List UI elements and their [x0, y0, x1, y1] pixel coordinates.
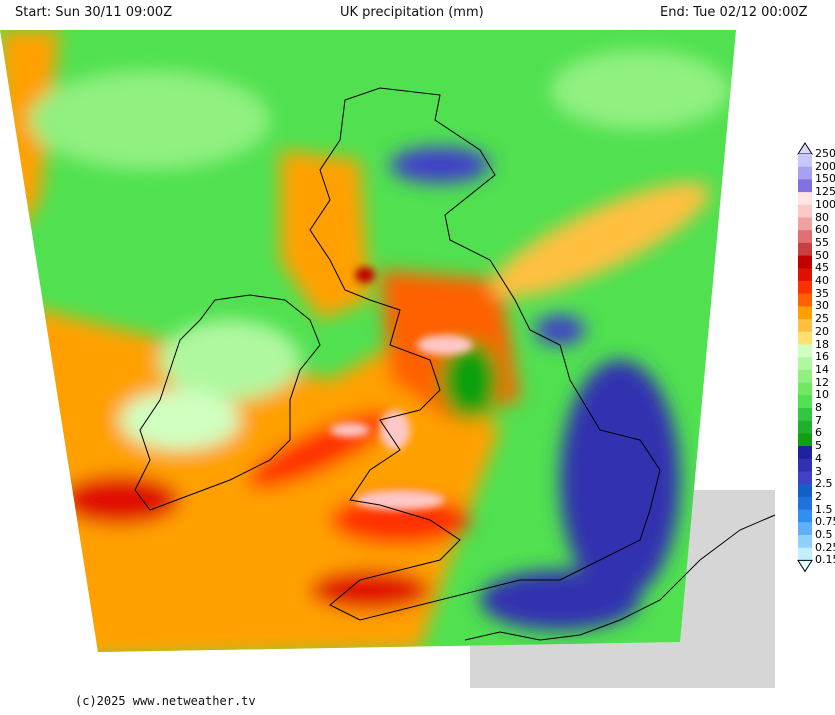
- legend-swatch: [798, 306, 812, 320]
- legend-label: 4: [815, 451, 822, 465]
- legend-label: 100: [815, 197, 835, 211]
- legend-label: 55: [815, 235, 829, 249]
- legend-label: 40: [815, 274, 829, 287]
- legend-swatch: [798, 522, 812, 536]
- legend-swatch: [798, 496, 812, 511]
- legend-min-arrow: [797, 559, 813, 573]
- legend-label: 12: [815, 375, 829, 389]
- legend-swatch: [798, 230, 812, 244]
- legend-label: 80: [815, 210, 829, 224]
- end-time: End: Tue 02/12 00:00Z: [660, 5, 808, 20]
- legend-swatch: [798, 369, 812, 384]
- legend-swatch: [798, 395, 812, 409]
- legend-swatch: [798, 471, 812, 485]
- legend-label: 5: [815, 439, 822, 453]
- legend-label: 1.5: [815, 502, 833, 516]
- legend-swatch: [798, 535, 812, 549]
- legend-label: 2: [815, 489, 822, 503]
- legend-label: 60: [815, 223, 829, 237]
- start-time: Start: Sun 30/11 09:00Z: [15, 5, 173, 20]
- legend-swatch: [798, 268, 812, 282]
- france-coast: [464, 514, 776, 641]
- legend-label: 30: [815, 299, 829, 313]
- great-britain-coast: [309, 87, 661, 621]
- legend-label: 3: [815, 464, 822, 478]
- legend-swatch: [798, 357, 812, 371]
- legend-swatch: [798, 281, 812, 295]
- legend-label: 125: [815, 185, 835, 199]
- legend-swatch: [798, 179, 812, 193]
- legend-label: 50: [815, 248, 829, 262]
- legend-label: 0.15: [815, 553, 835, 567]
- legend-swatch: [798, 547, 812, 561]
- legend-swatch: [798, 255, 812, 269]
- copyright: (c)2025 www.netweather.tv: [75, 694, 256, 708]
- legend-label: 7: [815, 413, 822, 427]
- legend-swatch: [798, 331, 812, 345]
- legend-label: 8: [815, 401, 822, 414]
- legend-label: 45: [815, 261, 829, 275]
- legend-label: 0.25: [815, 540, 835, 554]
- legend-label: 250: [815, 147, 835, 160]
- legend-label: 150: [815, 172, 835, 186]
- legend-label: 14: [815, 362, 829, 376]
- legend-swatch: [798, 382, 812, 396]
- legend-swatch: [798, 192, 812, 206]
- legend-label: 10: [815, 388, 829, 402]
- legend-label: 200: [815, 159, 835, 173]
- legend-label: 18: [815, 337, 829, 351]
- legend-swatch: [798, 204, 812, 218]
- legend-max-arrow: [797, 142, 813, 155]
- legend-swatch: [798, 217, 812, 231]
- precip-field: [0, 30, 736, 652]
- legend-label: 6: [815, 426, 822, 440]
- legend-swatch: [798, 420, 812, 434]
- legend-swatch: [798, 293, 812, 307]
- legend-swatch: [798, 408, 812, 422]
- legend-label: 20: [815, 324, 829, 338]
- legend-swatch: [798, 484, 812, 498]
- legend-swatch: [798, 154, 812, 168]
- legend-label: 0.5: [815, 528, 833, 541]
- legend-label: 35: [815, 286, 829, 300]
- legend-label: 0.75: [815, 515, 835, 529]
- legend-swatch: [798, 344, 812, 358]
- legend-swatch: [798, 166, 812, 180]
- legend-swatch: [798, 433, 812, 447]
- map-title: UK precipitation (mm): [340, 5, 484, 20]
- legend-label: 25: [815, 312, 829, 326]
- legend-swatch: [798, 509, 812, 523]
- ireland-coast: [134, 294, 321, 511]
- colorbar-legend: [797, 142, 813, 573]
- legend-label: 16: [815, 350, 829, 364]
- legend-label: 2.5: [815, 477, 833, 491]
- legend-swatch: [798, 242, 812, 257]
- legend-swatch: [798, 319, 812, 333]
- legend-swatch: [798, 446, 812, 460]
- legend-swatch: [798, 458, 812, 472]
- coastlines: [134, 87, 776, 641]
